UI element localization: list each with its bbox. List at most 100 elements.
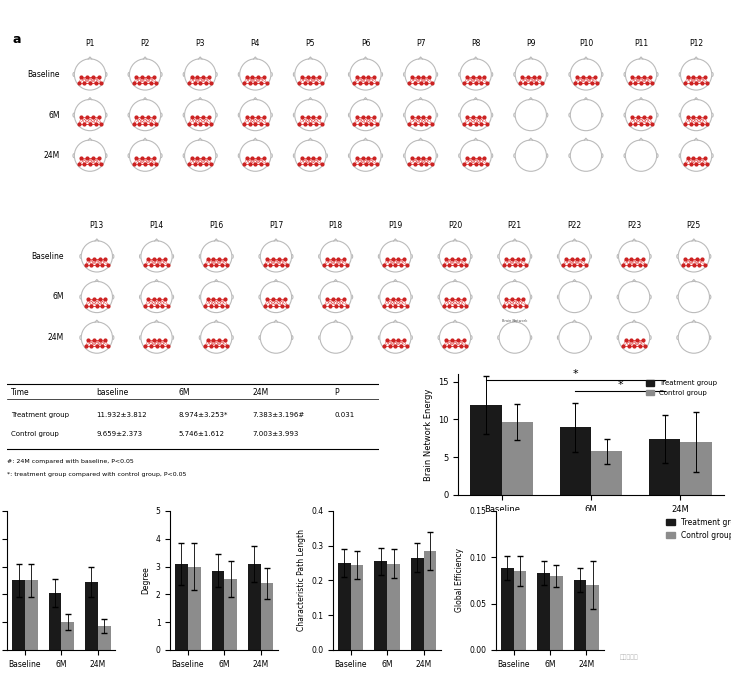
Point — [145, 300, 156, 311]
Bar — [501, 422, 533, 495]
Point — [417, 152, 429, 163]
Point — [629, 118, 641, 129]
Point — [307, 71, 319, 82]
Point — [354, 159, 366, 170]
Point — [378, 300, 390, 311]
Point — [387, 334, 398, 345]
Text: 7.383±3.196#: 7.383±3.196# — [252, 412, 305, 418]
Point — [186, 152, 197, 163]
Point — [83, 294, 94, 305]
Point — [252, 112, 264, 123]
Point — [205, 78, 217, 89]
Point — [203, 112, 215, 123]
Point — [387, 253, 398, 264]
Bar — [586, 585, 599, 650]
Point — [258, 112, 270, 123]
Point — [586, 78, 597, 89]
Point — [80, 259, 91, 270]
Point — [371, 78, 382, 89]
Point — [414, 78, 426, 89]
Point — [458, 334, 469, 345]
Point — [151, 259, 162, 270]
Point — [426, 78, 438, 89]
Point — [702, 78, 713, 89]
Point — [640, 259, 651, 270]
Text: P11: P11 — [634, 39, 648, 49]
Point — [682, 112, 694, 123]
Point — [139, 118, 151, 129]
Point — [531, 78, 542, 89]
Text: P21: P21 — [508, 221, 522, 230]
Point — [699, 112, 711, 123]
Point — [354, 118, 366, 129]
Point — [679, 118, 691, 129]
Point — [381, 253, 393, 264]
Point — [363, 152, 374, 163]
Point — [319, 259, 330, 270]
Point — [90, 78, 102, 89]
Bar — [537, 573, 550, 650]
Point — [302, 112, 314, 123]
Point — [360, 78, 371, 89]
Point — [679, 253, 691, 264]
Point — [631, 334, 643, 345]
Point — [566, 253, 577, 264]
Point — [142, 294, 154, 305]
Point — [270, 259, 282, 270]
Point — [458, 253, 469, 264]
Point — [458, 294, 469, 305]
Point — [626, 71, 638, 82]
Point — [139, 78, 151, 89]
Point — [449, 300, 461, 311]
Point — [296, 112, 308, 123]
Text: P12: P12 — [689, 39, 703, 49]
Point — [357, 112, 368, 123]
Point — [151, 341, 162, 351]
Point — [620, 253, 632, 264]
Point — [406, 71, 418, 82]
Point — [238, 118, 250, 129]
Point — [682, 152, 694, 163]
Text: P9: P9 — [526, 39, 536, 49]
Point — [525, 78, 537, 89]
Point — [131, 152, 143, 163]
Bar — [550, 576, 563, 650]
Point — [518, 294, 529, 305]
Point — [401, 259, 412, 270]
Point — [406, 112, 418, 123]
Text: P8: P8 — [471, 39, 480, 49]
Bar — [351, 565, 363, 650]
Point — [240, 112, 252, 123]
Point — [366, 118, 377, 129]
Text: Baseline: Baseline — [27, 70, 60, 79]
Point — [390, 300, 401, 311]
Point — [503, 259, 515, 270]
Bar — [224, 579, 237, 650]
Point — [580, 259, 591, 270]
Point — [244, 159, 256, 170]
Y-axis label: Brain Network Energy: Brain Network Energy — [423, 388, 433, 481]
Point — [357, 152, 368, 163]
Point — [293, 78, 305, 89]
Point — [305, 118, 317, 129]
Text: *: treatment group compared with control group, P<0.05: *: treatment group compared with control… — [7, 472, 186, 477]
Point — [699, 152, 711, 163]
Point — [279, 294, 290, 305]
Text: 7.003±3.993: 7.003±3.993 — [252, 431, 299, 437]
Point — [464, 159, 476, 170]
Point — [238, 159, 250, 170]
Point — [145, 159, 156, 170]
Point — [87, 71, 99, 82]
Point — [96, 259, 108, 270]
Point — [401, 300, 412, 311]
Point — [682, 259, 694, 270]
Bar — [591, 452, 622, 495]
Point — [73, 78, 85, 89]
Point — [192, 112, 203, 123]
Point — [378, 341, 390, 351]
Point — [420, 159, 432, 170]
Point — [637, 334, 648, 345]
Point — [384, 259, 395, 270]
Point — [620, 334, 632, 345]
Point — [406, 152, 418, 163]
